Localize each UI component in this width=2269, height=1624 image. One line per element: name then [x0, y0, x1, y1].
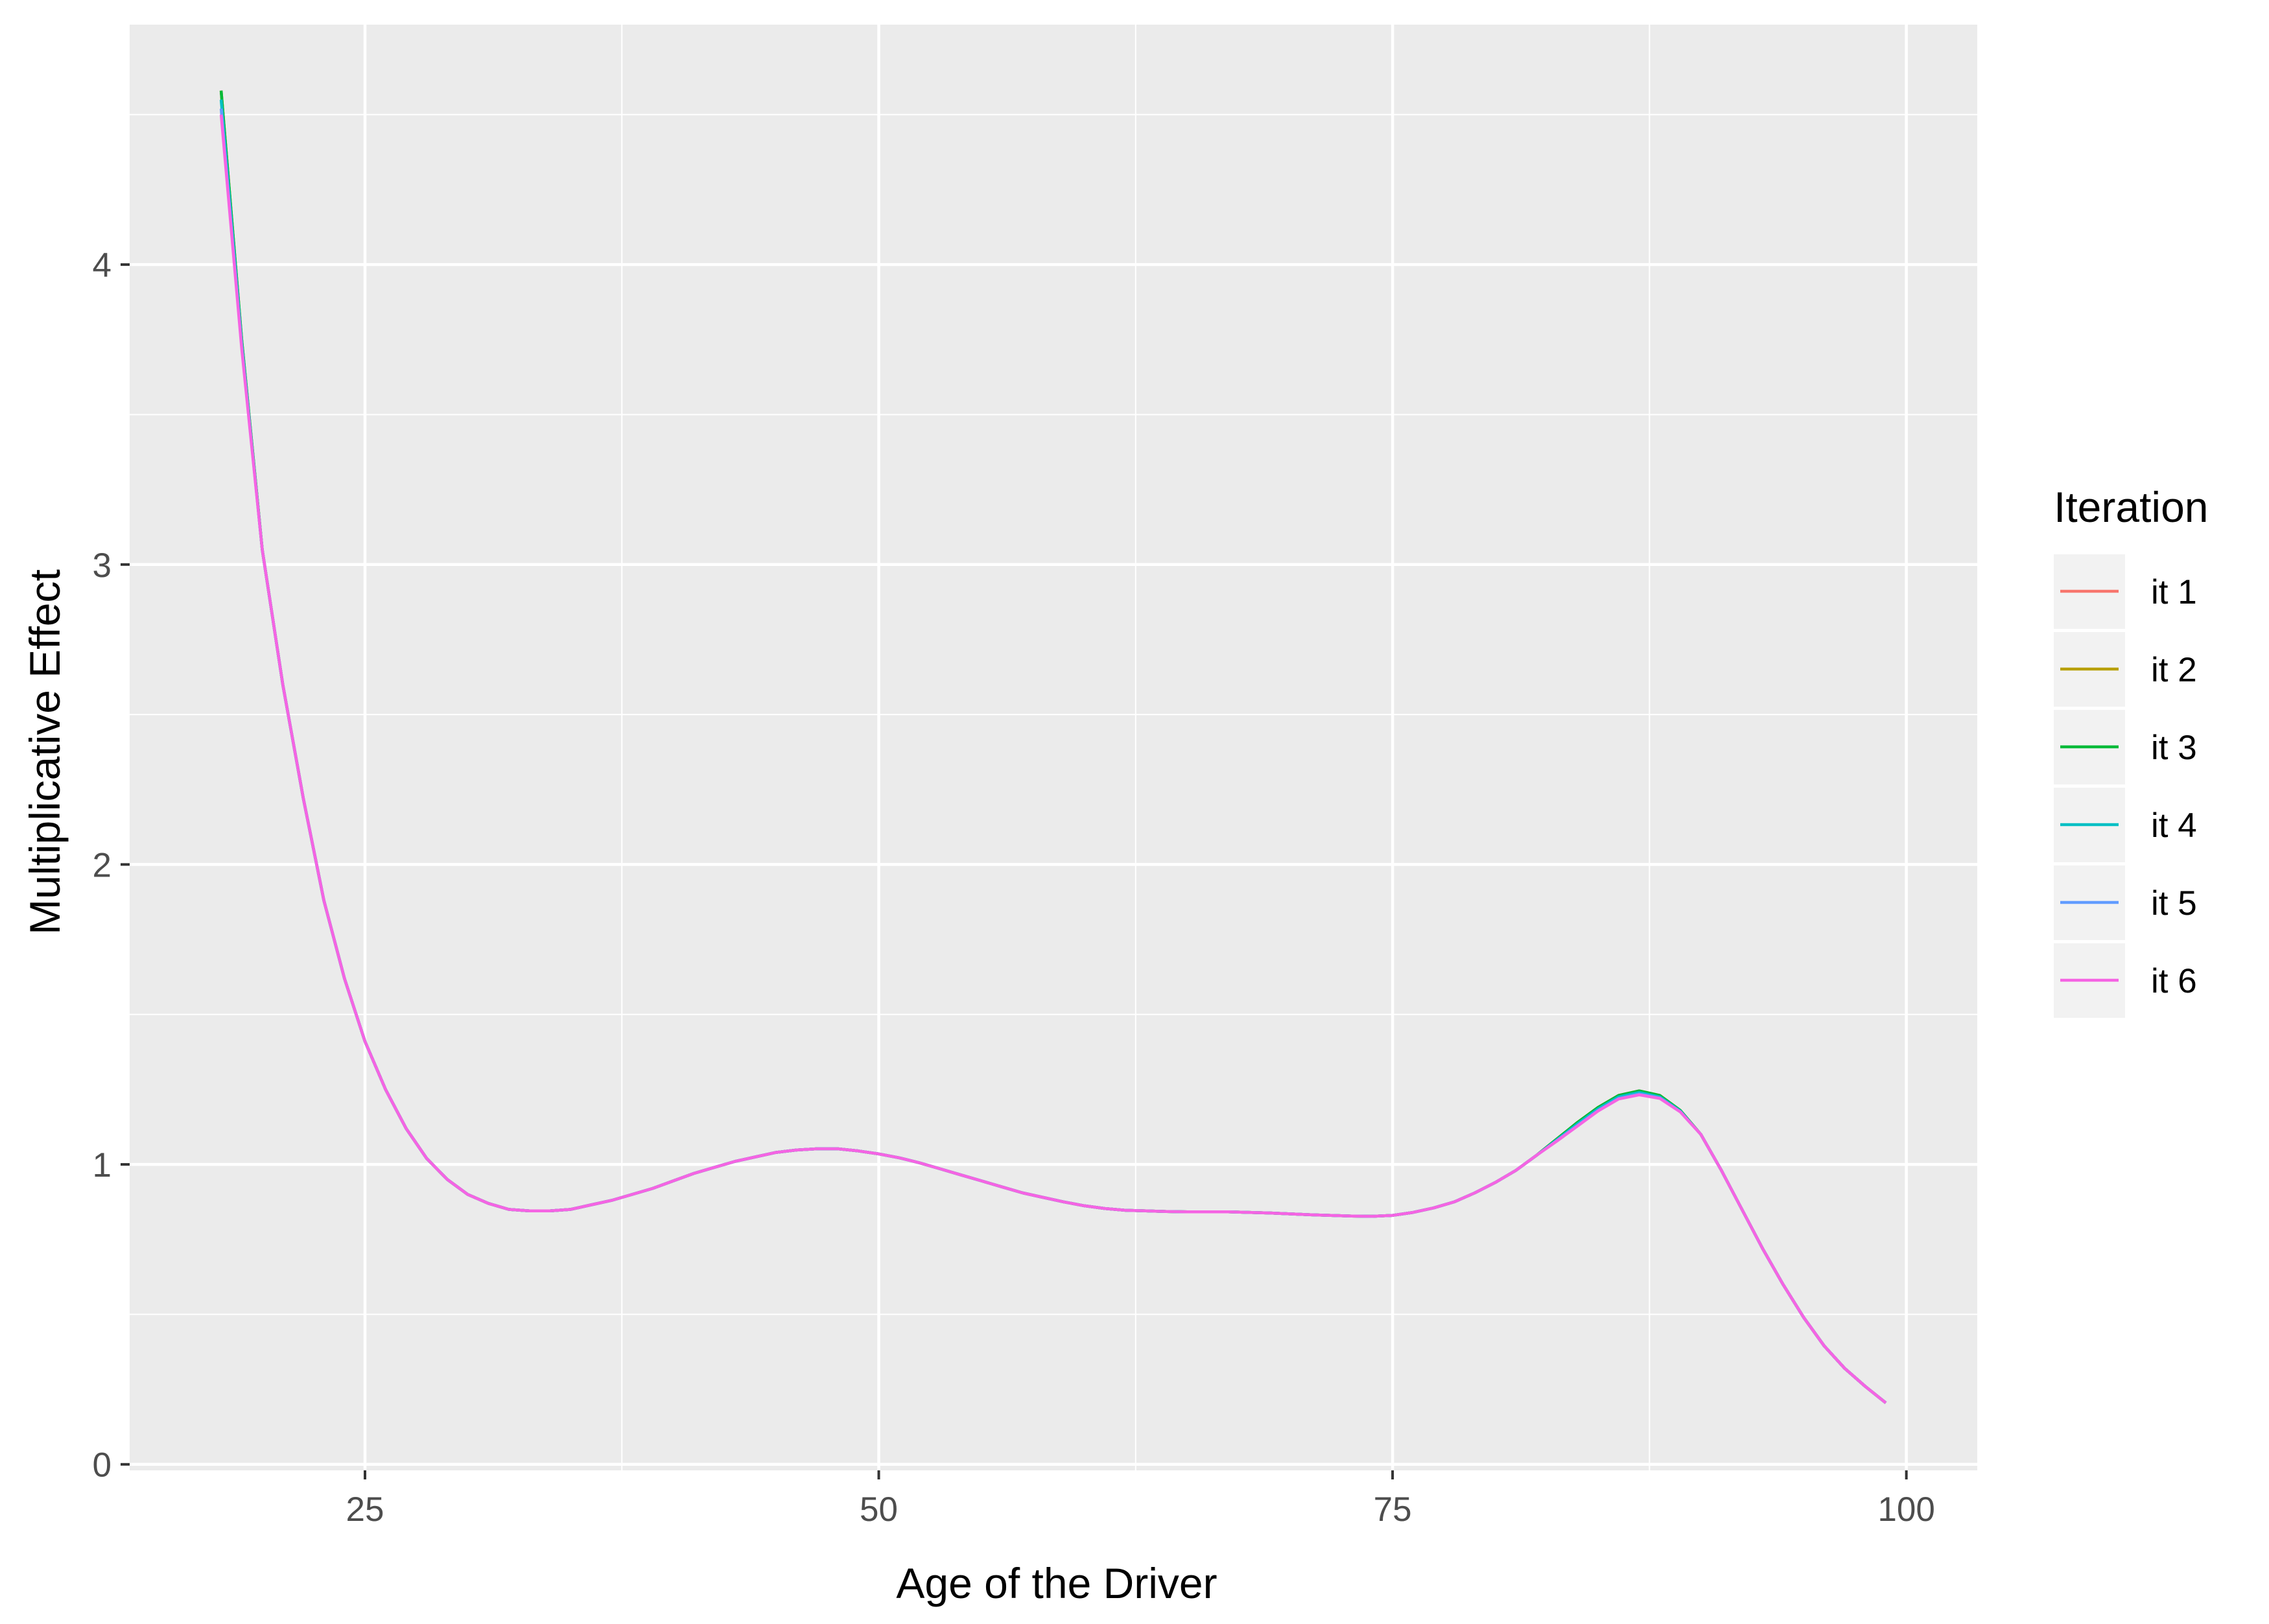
legend-entries: it 1 it 2 it 3 it 4 it 5 it 6	[2054, 554, 2197, 1018]
y-axis: 0 1 2 3 4	[93, 246, 130, 1485]
x-tick-label: 75	[1374, 1490, 1412, 1529]
x-axis: 25 50 75 100	[346, 1470, 1935, 1529]
x-tick-label: 25	[346, 1490, 384, 1529]
y-tick-label: 3	[93, 547, 112, 585]
legend-title: Iteration	[2054, 483, 2208, 531]
y-tick-label: 0	[93, 1446, 112, 1485]
series-line-it-6	[219, 114, 1887, 1404]
legend-label: it 4	[2151, 806, 2197, 845]
y-tick-label: 4	[93, 246, 112, 285]
legend-label: it 2	[2151, 651, 2197, 689]
x-axis-label: Age of the Driver	[896, 1559, 1217, 1607]
y-tick-label: 1	[93, 1146, 112, 1184]
major-gridlines	[130, 25, 1977, 1470]
legend-label: it 1	[2151, 573, 2197, 611]
legend: Iteration it 1 it 2 it 3 it 4 it 5 it 6	[2054, 483, 2208, 1018]
legend-label: it 3	[2151, 729, 2197, 767]
y-tick-label: 2	[93, 846, 112, 884]
plot-panel	[130, 25, 1977, 1470]
x-tick-label: 50	[860, 1490, 898, 1529]
y-axis-label: Multiplicative Effect	[21, 569, 69, 935]
legend-label: it 5	[2151, 884, 2197, 923]
x-tick-label: 100	[1877, 1490, 1934, 1529]
series-lines	[219, 90, 1887, 1404]
legend-label: it 6	[2151, 962, 2197, 1000]
